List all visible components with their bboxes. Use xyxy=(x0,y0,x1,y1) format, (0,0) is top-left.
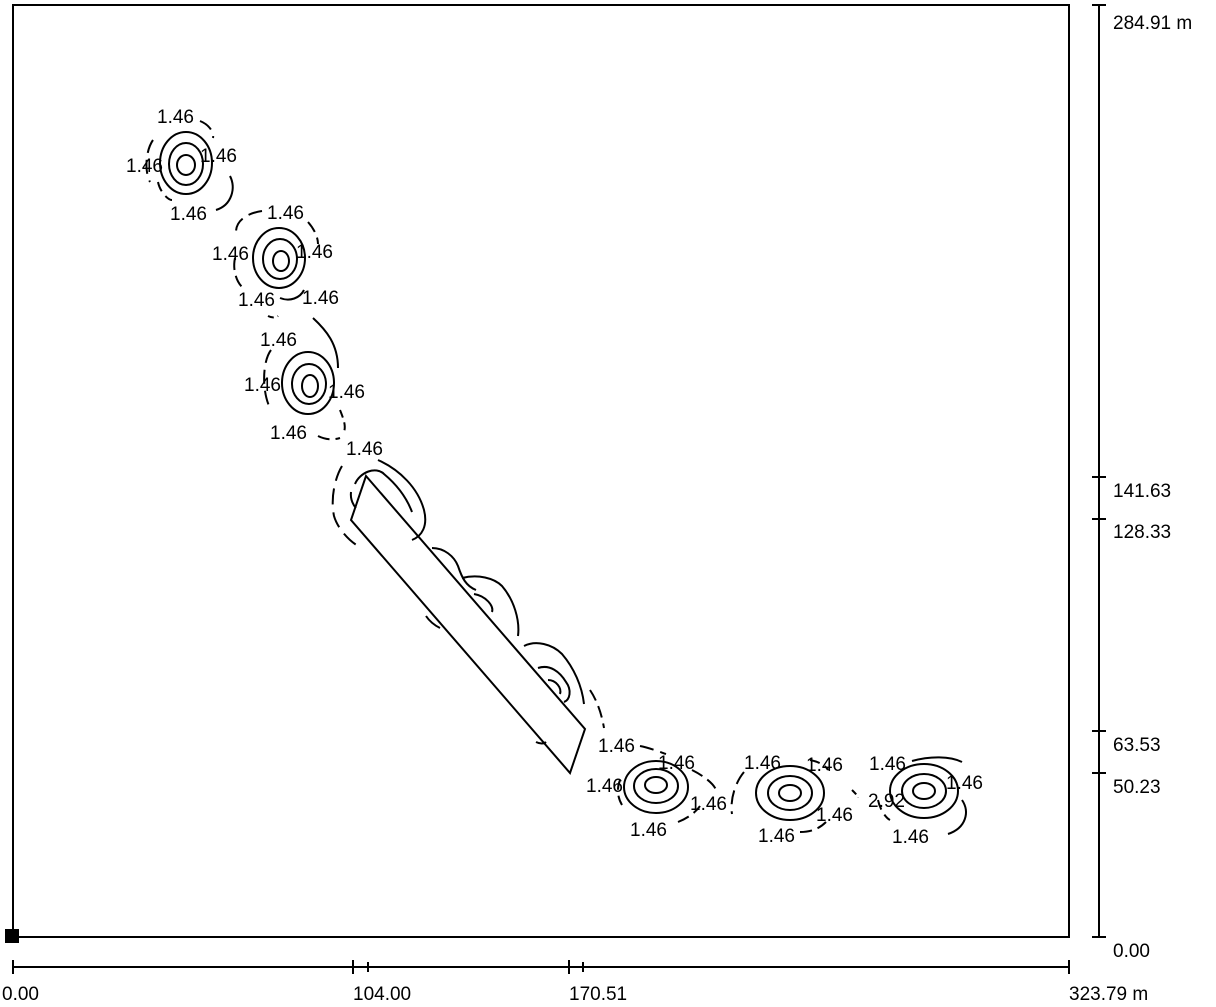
contour-cluster xyxy=(145,120,234,211)
contour-label: 1.46 xyxy=(758,826,795,847)
contour-label: 2.92 xyxy=(868,791,905,812)
origin-marker xyxy=(5,929,19,943)
y-tick-label: 128.33 xyxy=(1113,522,1171,543)
y-tick-label: 50.23 xyxy=(1113,777,1161,798)
luminaire-outline xyxy=(349,474,587,775)
y-tick-label: 0.00 xyxy=(1113,941,1150,962)
y-tick-label: 63.53 xyxy=(1113,735,1161,756)
contour-label: 1.46 xyxy=(170,204,207,225)
contour-cluster xyxy=(233,210,319,319)
contour-label: 1.46 xyxy=(157,107,194,128)
contour-label: 1.46 xyxy=(586,776,623,797)
contour-label: 1.46 xyxy=(328,382,365,403)
contour-label: 1.46 xyxy=(238,290,275,311)
y-tick-label: 141.63 xyxy=(1113,481,1171,502)
contour-label: 1.46 xyxy=(744,753,781,774)
y-scale xyxy=(1092,4,1106,938)
contour-cluster xyxy=(730,759,829,833)
contour-label: 1.46 xyxy=(658,753,695,774)
contour-label: 1.46 xyxy=(806,755,843,776)
contour-cluster xyxy=(851,756,967,835)
contour-label: 1.46 xyxy=(816,805,853,826)
contour-label: 1.46 xyxy=(267,203,304,224)
contour-label: 1.46 xyxy=(200,146,237,167)
contour-label: 1.46 xyxy=(126,156,163,177)
x-tick-label: 0.00 xyxy=(2,984,39,1005)
plot-frame xyxy=(12,4,1070,938)
contour-cluster xyxy=(616,745,717,823)
contour-label: 1.46 xyxy=(869,754,906,775)
x-tick-label: 323.79 m xyxy=(1069,984,1148,1005)
contour-label: 1.46 xyxy=(244,375,281,396)
contour-label: 1.46 xyxy=(346,439,383,460)
contour-label: 1.46 xyxy=(892,827,929,848)
x-tick-label: 104.00 xyxy=(353,984,411,1005)
y-tick-label: 284.91 m xyxy=(1113,13,1192,34)
contour-lines xyxy=(145,120,967,835)
contour-label: 1.46 xyxy=(946,773,983,794)
contour-cluster xyxy=(263,317,346,441)
contour-label: 1.46 xyxy=(690,794,727,815)
contour-label: 1.46 xyxy=(630,820,667,841)
contour-labels: 1.46 1.46 1.46 1.46 1.46 1.46 1.46 1.46 … xyxy=(126,107,983,848)
contour-label: 1.46 xyxy=(260,330,297,351)
contour-label: 1.46 xyxy=(302,288,339,309)
x-scale xyxy=(12,960,1070,974)
contour-cluster xyxy=(331,459,605,745)
x-tick-label: 170.51 xyxy=(569,984,627,1005)
contour-label: 1.46 xyxy=(270,423,307,444)
contour-label: 1.46 xyxy=(598,736,635,757)
contour-label: 1.46 xyxy=(212,244,249,265)
contour-label: 1.46 xyxy=(296,242,333,263)
